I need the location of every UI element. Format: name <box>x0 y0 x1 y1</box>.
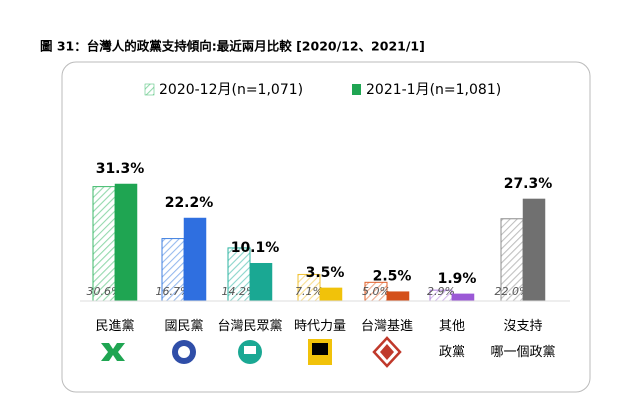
x-tick-label: 時代力量 <box>293 319 346 334</box>
frame <box>61 61 591 393</box>
x-tick-label: 其他 政黨 <box>438 319 465 360</box>
value-label: 3.5% <box>306 265 345 281</box>
logo <box>101 343 125 361</box>
bar <box>522 198 546 302</box>
legend-label: 2020-12月(n=1,071) <box>159 82 303 98</box>
value-label: 22.2% <box>165 195 214 211</box>
value-label: 31.3% <box>96 161 145 177</box>
value-label: 10.1% <box>231 240 280 256</box>
bar <box>114 183 138 302</box>
x-tick-label: 國民黨 <box>164 319 204 334</box>
value-label: 16.7% <box>156 285 191 298</box>
value-label: 2.9% <box>427 285 455 298</box>
logo <box>372 336 402 368</box>
bar <box>386 291 410 302</box>
bar <box>451 293 475 302</box>
legend-swatch <box>352 84 361 95</box>
logo <box>380 344 394 360</box>
value-label: 2.5% <box>373 269 412 285</box>
logo <box>178 346 190 358</box>
value-label: 14.2% <box>222 285 257 298</box>
value-label: 1.9% <box>438 271 477 287</box>
x-tick-label: 民進黨 <box>95 319 135 334</box>
bar <box>319 287 343 302</box>
x-tick-label: 沒支持 哪一個政黨 <box>490 319 556 360</box>
chart-title: 圖 31：台灣人的政黨支持傾向:最近兩月比較 [2020/12、2021/1] <box>40 39 425 54</box>
value-label: 22.0% <box>495 285 530 298</box>
x-tick-label: 台灣基進 <box>360 319 413 334</box>
bar <box>92 186 116 302</box>
value-label: 5.0% <box>362 285 390 298</box>
logo <box>312 343 328 355</box>
bar <box>249 262 273 302</box>
value-label: 30.6% <box>87 285 122 298</box>
value-label: 7.1% <box>295 285 323 298</box>
x-tick-label: 台灣民眾黨 <box>217 319 283 334</box>
legend-swatch <box>144 83 155 96</box>
logo <box>244 346 256 354</box>
party-logos <box>101 336 402 368</box>
value-label: 27.3% <box>504 176 553 192</box>
bar <box>183 217 207 302</box>
legend-label: 2021-1月(n=1,081) <box>366 82 501 98</box>
